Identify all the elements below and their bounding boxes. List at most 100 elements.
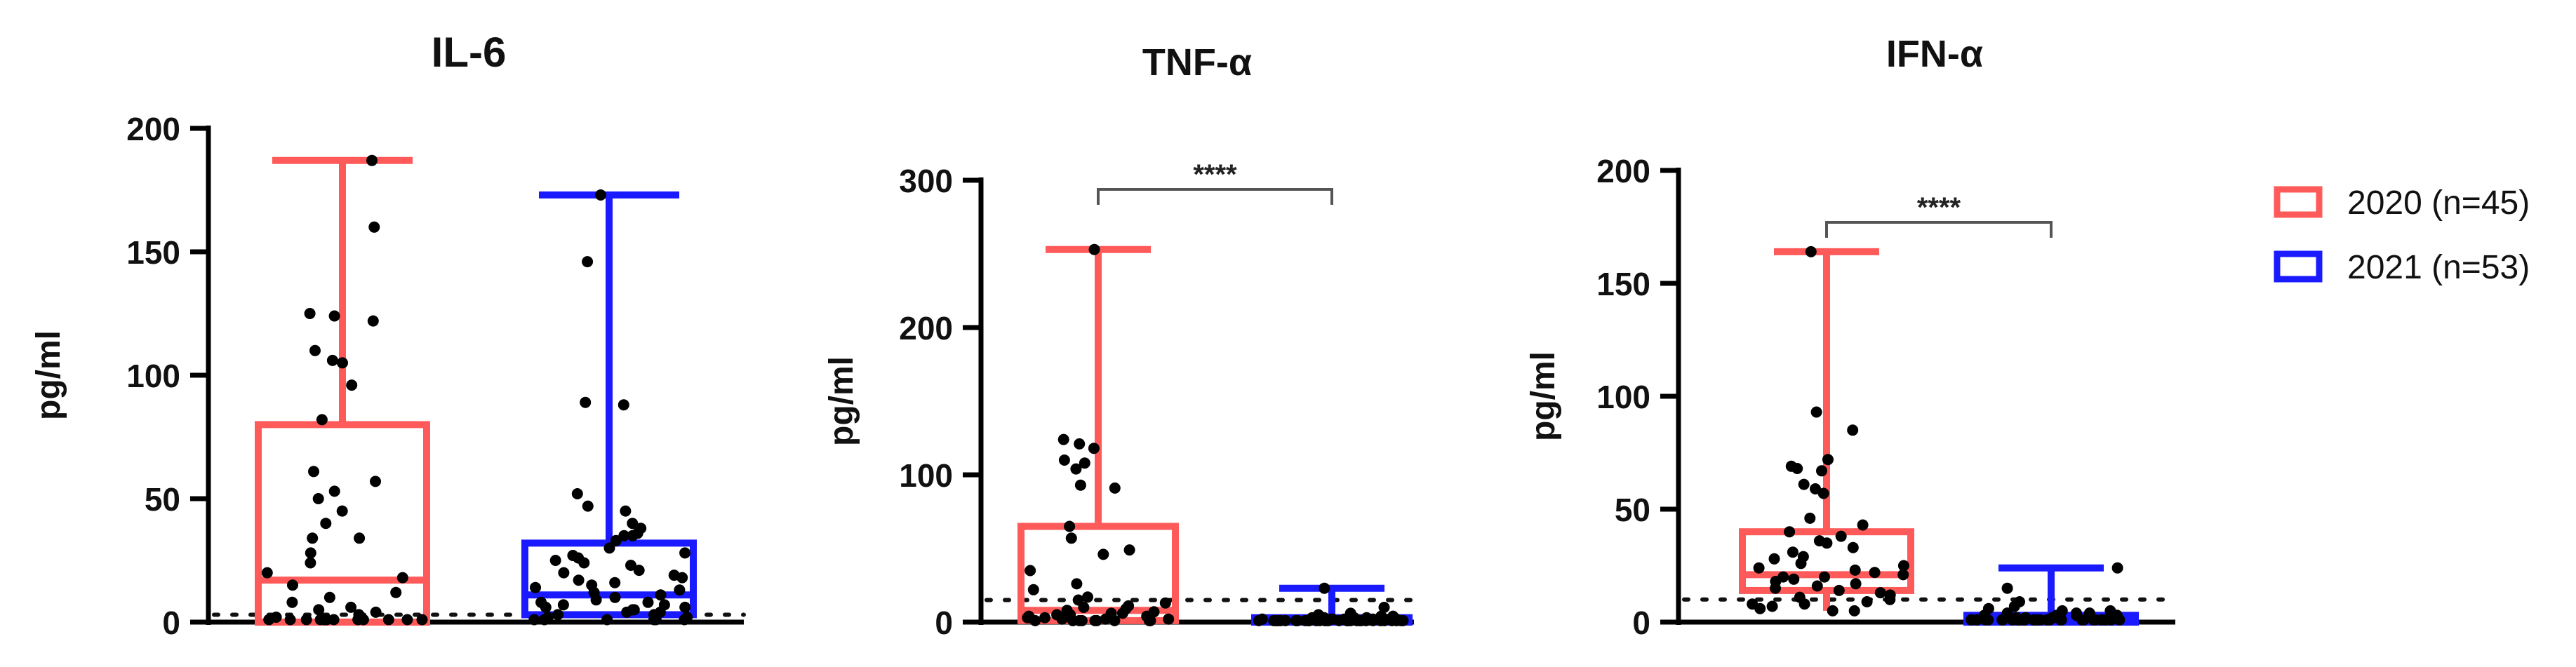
data-point: [1869, 567, 1881, 579]
y-tick-label: 50: [145, 481, 180, 518]
data-point: [323, 591, 335, 603]
legend-label: 2021 (n=53): [2347, 249, 2530, 286]
data-point: [1982, 614, 1994, 626]
data-point: [1847, 424, 1859, 436]
data-point: [1857, 519, 1869, 531]
data-point: [368, 221, 380, 233]
data-point: [1835, 530, 1847, 542]
data-point: [1029, 614, 1041, 626]
data-point: [1819, 571, 1830, 583]
data-point: [1766, 600, 1778, 612]
y-axis-label: pg/ml: [1525, 351, 1562, 441]
data-point: [263, 614, 275, 626]
data-point: [1816, 465, 1827, 477]
box-2020: [255, 154, 430, 626]
data-point: [382, 614, 394, 626]
data-point: [578, 557, 590, 569]
data-point: [1279, 614, 1291, 626]
box-iqr: [255, 421, 430, 626]
data-point: [367, 315, 379, 327]
data-point: [618, 399, 629, 411]
data-point: [1159, 597, 1171, 609]
data-point: [1097, 548, 1109, 560]
data-point: [549, 555, 561, 566]
data-point: [1070, 463, 1082, 475]
legend: 2020 (n=45) 2021 (n=53): [2274, 184, 2530, 286]
data-point: [337, 357, 348, 369]
data-point: [2055, 614, 2067, 626]
data-point: [1849, 564, 1861, 576]
data-point: [370, 476, 381, 487]
data-point: [354, 532, 366, 544]
data-point: [2078, 614, 2090, 626]
data-point: [1074, 438, 1086, 450]
data-point: [618, 530, 630, 541]
data-point: [1321, 614, 1333, 626]
significance-label: ****: [1193, 159, 1237, 190]
data-point: [308, 466, 319, 478]
data-point: [396, 572, 408, 584]
data-point: [557, 599, 569, 611]
data-point: [1056, 613, 1068, 625]
data-point: [609, 591, 621, 603]
data-point: [328, 310, 340, 322]
data-point: [595, 189, 606, 201]
data-point: [538, 614, 550, 626]
data-point: [1861, 596, 1873, 607]
box-iqr: [1739, 528, 1914, 594]
data-point: [1795, 558, 1807, 570]
chart-panel-2: TNF-α pg/ml 0 100 200 300 ****: [823, 41, 1416, 641]
data-point: [1753, 562, 1765, 574]
data-point: [1754, 602, 1766, 614]
data-point: [326, 354, 338, 366]
data-point: [321, 614, 333, 626]
data-point: [1027, 584, 1039, 595]
y-tick-label: 100: [126, 358, 180, 394]
chart-title: IL-6: [432, 29, 507, 76]
data-point: [1074, 479, 1086, 491]
data-point: [416, 614, 428, 626]
data-point: [1116, 607, 1128, 619]
box-2020: [1739, 245, 1914, 617]
data-point: [286, 596, 298, 608]
data-point: [1088, 243, 1100, 255]
data-point: [625, 560, 636, 571]
data-point: [320, 518, 332, 530]
data-point: [1810, 406, 1822, 418]
data-point: [679, 547, 691, 559]
data-point: [609, 577, 621, 588]
data-point: [1811, 580, 1823, 592]
data-point: [1791, 463, 1803, 474]
data-point: [261, 567, 273, 579]
data-point: [2007, 614, 2018, 626]
data-point: [679, 614, 690, 626]
data-point: [1897, 560, 1909, 572]
data-point: [1272, 614, 1283, 626]
data-point: [650, 614, 662, 626]
data-point: [552, 609, 563, 621]
data-point: [2043, 614, 2055, 626]
data-point: [528, 614, 540, 626]
data-point: [1253, 614, 1264, 626]
data-point: [1798, 598, 1810, 610]
data-point: [1074, 614, 1086, 626]
data-point: [1378, 602, 1390, 613]
y-tick-label: 0: [162, 605, 180, 641]
data-point: [328, 485, 340, 497]
data-point: [610, 534, 622, 546]
data-point: [2100, 614, 2111, 626]
data-point: [642, 596, 654, 608]
data-point: [1378, 614, 1390, 626]
data-point: [309, 344, 321, 356]
data-point: [2008, 600, 2020, 612]
data-point: [633, 565, 645, 577]
data-point: [2114, 614, 2125, 626]
data-point: [1303, 614, 1315, 626]
data-point: [679, 601, 691, 613]
y-axis-label: pg/ml: [823, 356, 860, 446]
data-point: [1822, 454, 1834, 466]
legend-label: 2020 (n=45): [2347, 184, 2530, 222]
data-point: [530, 581, 541, 593]
data-point: [1025, 565, 1036, 577]
data-point: [1966, 614, 1977, 626]
